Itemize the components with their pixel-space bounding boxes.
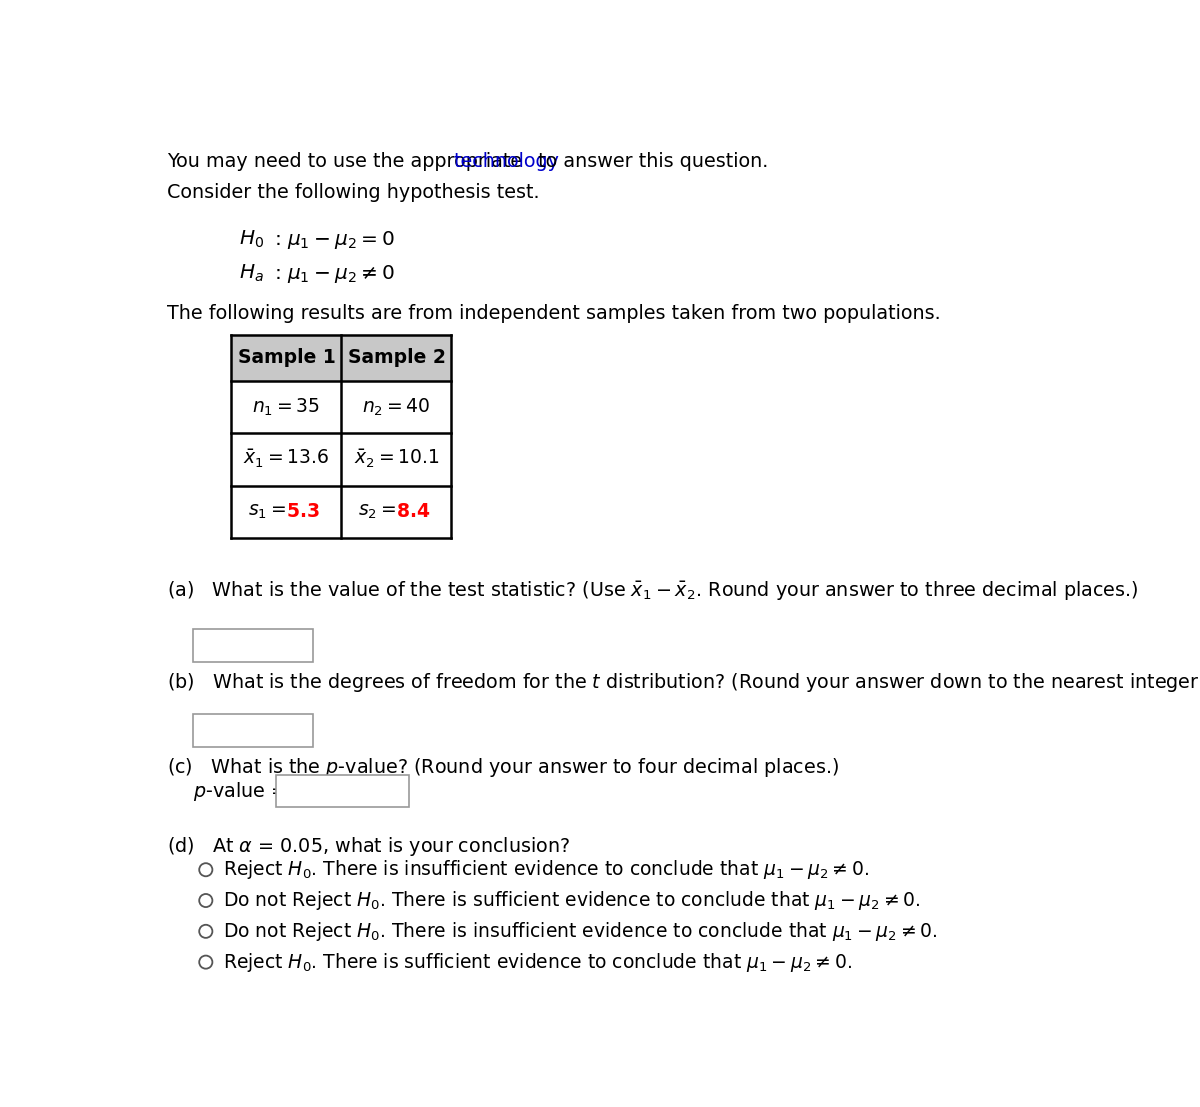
Text: $\bar{x}_1 = 13.6$: $\bar{x}_1 = 13.6$ <box>244 448 330 470</box>
Text: technology: technology <box>454 152 559 172</box>
Text: $n_1 = 35$: $n_1 = 35$ <box>252 396 320 417</box>
Text: (c)   What is the $p$-value? (Round your answer to four decimal places.): (c) What is the $p$-value? (Round your a… <box>167 756 839 778</box>
Bar <box>232 334 451 538</box>
Bar <box>232 334 451 381</box>
Text: $s_1 = $: $s_1 = $ <box>248 503 287 521</box>
Text: $H_a$: $H_a$ <box>239 263 264 284</box>
Text: $n_2 = 40$: $n_2 = 40$ <box>362 396 431 417</box>
Bar <box>193 630 313 662</box>
Text: $\bar{x}_2 = 10.1$: $\bar{x}_2 = 10.1$ <box>354 448 439 470</box>
Text: Sample 1: Sample 1 <box>238 349 335 368</box>
Text: to answer this question.: to answer this question. <box>533 152 769 172</box>
Text: Reject $H_0$. There is sufficient evidence to conclude that $\mu_1 - \mu_2 \neq : Reject $H_0$. There is sufficient eviden… <box>223 951 852 974</box>
Text: $\mathbf{8.4}$: $\mathbf{8.4}$ <box>396 503 431 521</box>
Bar <box>193 714 313 746</box>
Text: Do not Reject $H_0$. There is insufficient evidence to conclude that $\mu_1 - \m: Do not Reject $H_0$. There is insufficie… <box>223 920 937 943</box>
Text: Reject $H_0$. There is insufficient evidence to conclude that $\mu_1 - \mu_2 \ne: Reject $H_0$. There is insufficient evid… <box>223 858 869 881</box>
Text: Do not Reject $H_0$. There is sufficient evidence to conclude that $\mu_1 - \mu_: Do not Reject $H_0$. There is sufficient… <box>223 889 920 912</box>
Text: (a)   What is the value of the test statistic? (Use $\bar{x}_1 - \bar{x}_2$. Rou: (a) What is the value of the test statis… <box>167 579 1139 602</box>
Text: $\mathbf{5.3}$: $\mathbf{5.3}$ <box>287 503 320 521</box>
Text: (d)   At $\alpha$ = 0.05, what is your conclusion?: (d) At $\alpha$ = 0.05, what is your con… <box>167 835 570 858</box>
Text: You may need to use the appropriate: You may need to use the appropriate <box>167 152 528 172</box>
Text: $H_0$: $H_0$ <box>239 229 264 250</box>
Text: Sample 2: Sample 2 <box>348 349 445 368</box>
Text: : $\mu_1 - \mu_2 = 0$: : $\mu_1 - \mu_2 = 0$ <box>274 229 395 251</box>
Text: $p$-value =: $p$-value = <box>193 779 288 803</box>
Bar <box>276 775 409 807</box>
Text: : $\mu_1 - \mu_2 \neq 0$: : $\mu_1 - \mu_2 \neq 0$ <box>274 263 395 284</box>
Text: Consider the following hypothesis test.: Consider the following hypothesis test. <box>167 183 540 201</box>
Text: The following results are from independent samples taken from two populations.: The following results are from independe… <box>167 303 941 323</box>
Text: $s_2 = $: $s_2 = $ <box>359 503 396 521</box>
Text: (b)   What is the degrees of freedom for the $t$ distribution? (Round your answe: (b) What is the degrees of freedom for t… <box>167 671 1200 694</box>
